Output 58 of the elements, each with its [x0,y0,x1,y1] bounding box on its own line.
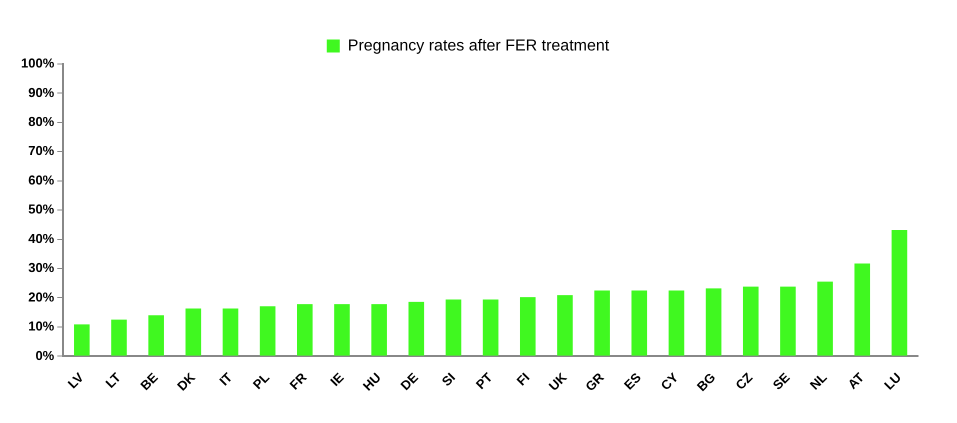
bar [780,286,796,356]
y-tick-label: 80% [28,114,55,130]
x-tick-label: FR [286,369,310,393]
bar [371,304,387,356]
x-tick-label: GR [582,369,608,394]
bar [482,300,498,356]
y-tick-label: 50% [28,202,55,217]
x-tick-label: NL [806,370,830,393]
y-tick-label: 30% [28,260,55,276]
x-tick-label: AT [844,370,867,392]
bar [186,308,202,356]
x-tick-label: SE [770,370,793,393]
x-tick-label: PT [472,370,496,392]
x-tick-label: HU [360,370,384,394]
bar [74,324,90,356]
bar [706,288,722,356]
x-tick-label: DE [398,370,422,394]
bar [817,282,833,356]
y-tick-label: 60% [28,172,55,188]
bar [854,264,870,356]
x-tick-label: LT [102,370,124,391]
x-tick-label: BE [137,370,162,394]
bar [742,286,759,356]
bar [892,230,908,356]
x-tick-label: CY [658,370,682,394]
x-tick-label: IT [216,370,236,389]
bar [297,304,313,356]
bar [222,308,238,356]
bar [631,290,648,356]
x-tick-label: SI [438,370,458,390]
x-tick-label: FI [514,370,532,389]
bar [446,300,462,356]
x-tick-label: LU [881,370,904,393]
bar [148,315,164,356]
y-tick-label: 0% [35,348,55,363]
bar [334,304,350,356]
bar [260,306,276,356]
x-tick-label: ES [621,370,644,393]
x-tick-label: DK [174,369,198,394]
bar [594,290,610,356]
x-tick-label: UK [546,369,570,394]
y-tick-label: 20% [28,289,55,304]
y-tick-label: 100% [21,56,55,71]
bar [557,295,573,356]
x-tick-label: BG [694,370,718,394]
y-tick-label: 90% [28,84,55,100]
y-tick-label: 70% [28,143,55,158]
bar [668,290,684,356]
y-tick-label: 40% [28,230,55,246]
legend-label: Pregnancy rates after FER treatment [348,37,610,54]
bar [520,297,536,356]
y-tick-label: 10% [28,318,55,334]
x-tick-label: PL [250,370,272,392]
x-tick-label: LV [64,370,87,392]
x-tick-label: IE [327,370,347,390]
bar [408,302,424,356]
bar [111,320,127,356]
x-tick-label: CZ [732,370,756,393]
